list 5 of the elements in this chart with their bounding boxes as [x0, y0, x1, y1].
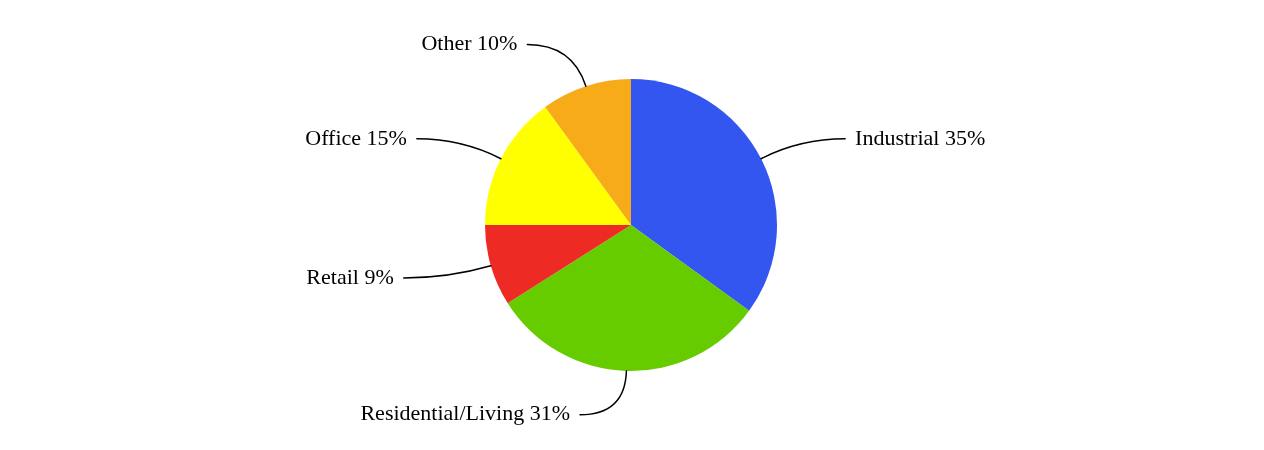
slice-label: Retail 9% — [306, 263, 394, 289]
slice-label: Industrial 35% — [855, 124, 986, 150]
slice-label: Residential/Living 31% — [360, 400, 571, 426]
slice-label: Office 15% — [305, 124, 407, 150]
slice-label: Other 10% — [421, 30, 518, 56]
